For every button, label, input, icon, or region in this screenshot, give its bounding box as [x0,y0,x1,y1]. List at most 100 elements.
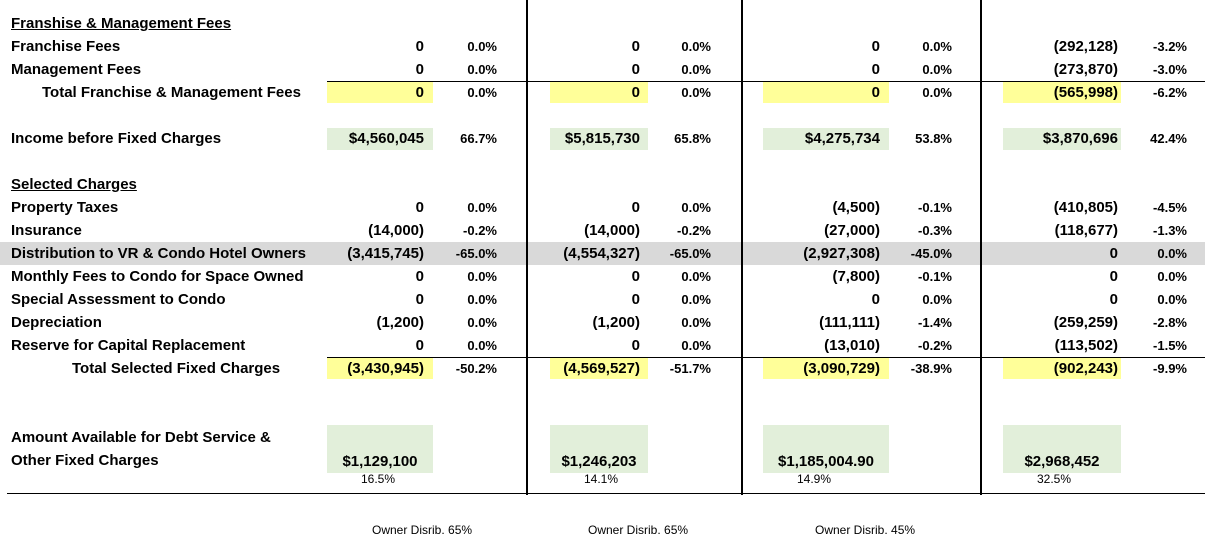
amount-cell: 0 [415,268,424,285]
amount-cell: (273,870) [1053,61,1118,78]
total-selected-highlight [763,358,889,379]
amount-available-value: $1,246,203 [561,453,637,470]
percent-cell: 0.0% [681,338,711,353]
total-selected-highlight [327,358,433,379]
amount-cell: 0 [631,61,640,78]
column-separator [980,0,982,495]
amount-cell: (4,554,327) [563,245,640,262]
row-label-total-franchise: Total Franchise & Management Fees [42,84,301,101]
amount-cell: (7,800) [832,268,880,285]
percent-cell: -9.9% [1153,361,1187,376]
amount-available-highlight [763,425,889,473]
amount-cell: (14,000) [368,222,424,239]
percent-cell: 0.0% [467,292,497,307]
owner-note: Owner Disrib. 45% [815,523,916,537]
total-selected-highlight [1003,358,1121,379]
percent-cell: -0.2% [463,223,497,238]
amount-cell: 0 [415,291,424,308]
percent-cell: 0.0% [467,269,497,284]
row-label-depreciation: Depreciation [11,314,102,331]
percent-cell: 0.0% [467,85,497,100]
amount-cell: (14,000) [584,222,640,239]
owner-note: Owner Disrib. 65% [588,523,689,537]
percent-cell: -65.0% [455,246,497,261]
amount-cell: (111,111) [819,314,880,331]
amount-cell: (410,805) [1053,199,1118,216]
subtotal-rule [327,81,1205,82]
percent-cell: -2.8% [1153,315,1187,330]
amount-cell: (13,010) [824,337,880,354]
amount-available-percent: 14.9% [796,472,832,486]
percent-cell: 65.8% [674,131,711,146]
percent-cell: -4.5% [1153,200,1187,215]
amount-available-percent: 32.5% [1036,472,1072,486]
row-label-amount-available-line1: Amount Available for Debt Service & [11,429,271,446]
section-heading-franchise: Franshise & Management Fees [11,15,232,32]
percent-cell: -1.3% [1153,223,1187,238]
percent-cell: -51.7% [669,361,711,376]
percent-cell: 0.0% [681,85,711,100]
row-label-special-assessment: Special Assessment to Condo [11,291,226,308]
amount-cell: $3,870,696 [1042,130,1118,147]
percent-cell: -0.2% [677,223,711,238]
amount-available-percent: 16.5% [360,472,396,486]
amount-cell: 0 [1109,268,1118,285]
row-label-franchise-fees: Franchise Fees [11,38,121,55]
amount-cell: $4,560,045 [348,130,424,147]
percent-cell: 0.0% [922,39,952,54]
percent-cell: 0.0% [681,315,711,330]
percent-cell: -0.3% [918,223,952,238]
row-label-amount-available-line2: Other Fixed Charges [11,452,159,469]
percent-cell: 0.0% [467,200,497,215]
amount-available-percent: 14.1% [583,472,619,486]
amount-cell: 0 [631,268,640,285]
amount-cell: (292,128) [1053,38,1118,55]
amount-available-value: $2,968,452 [1024,453,1100,470]
percent-cell: 53.8% [915,131,952,146]
amount-cell: $4,275,734 [804,130,880,147]
total-selected-highlight [550,358,648,379]
amount-cell: 0 [631,38,640,55]
column-separator [741,0,743,495]
row-label-monthly-fees: Monthly Fees to Condo for Space Owned [11,268,304,285]
total-franchise-highlight [327,82,433,103]
percent-cell: -50.2% [455,361,497,376]
row-highlight-band [0,242,1205,265]
percent-cell: -38.9% [910,361,952,376]
percent-cell: 0.0% [922,292,952,307]
amount-cell: 0 [631,337,640,354]
amount-cell: 0 [1109,245,1118,262]
percent-cell: -3.2% [1153,39,1187,54]
amount-cell: (2,927,308) [803,245,880,262]
percent-cell: -3.0% [1153,62,1187,77]
amount-available-value: $1,129,100 [342,453,418,470]
amount-cell: 0 [415,199,424,216]
amount-cell: 0 [871,61,880,78]
amount-cell: 0 [415,337,424,354]
amount-cell: (118,677) [1054,222,1118,239]
row-label-reserve: Reserve for Capital Replacement [11,337,246,354]
row-label-total-selected: Total Selected Fixed Charges [72,360,281,377]
column-separator [526,0,528,495]
amount-cell: 0 [871,38,880,55]
percent-cell: -1.5% [1153,338,1187,353]
percent-cell: 0.0% [681,62,711,77]
amount-cell: (4,500) [832,199,880,216]
amount-cell: $5,815,730 [564,130,640,147]
percent-cell: -6.2% [1153,85,1187,100]
income-highlight [1003,128,1121,150]
percent-cell: 0.0% [922,62,952,77]
percent-cell: 0.0% [681,39,711,54]
amount-cell: 0 [1109,291,1118,308]
amount-cell: 0 [871,84,880,101]
amount-cell: (565,998) [1053,84,1118,101]
percent-cell: -45.0% [910,246,952,261]
subtotal-rule [327,357,1205,358]
percent-cell: -0.2% [918,338,952,353]
amount-cell: 0 [631,199,640,216]
amount-cell: 0 [631,291,640,308]
percent-cell: 0.0% [467,338,497,353]
amount-cell: 0 [415,61,424,78]
percent-cell: 66.7% [460,131,497,146]
percent-cell: 0.0% [922,85,952,100]
